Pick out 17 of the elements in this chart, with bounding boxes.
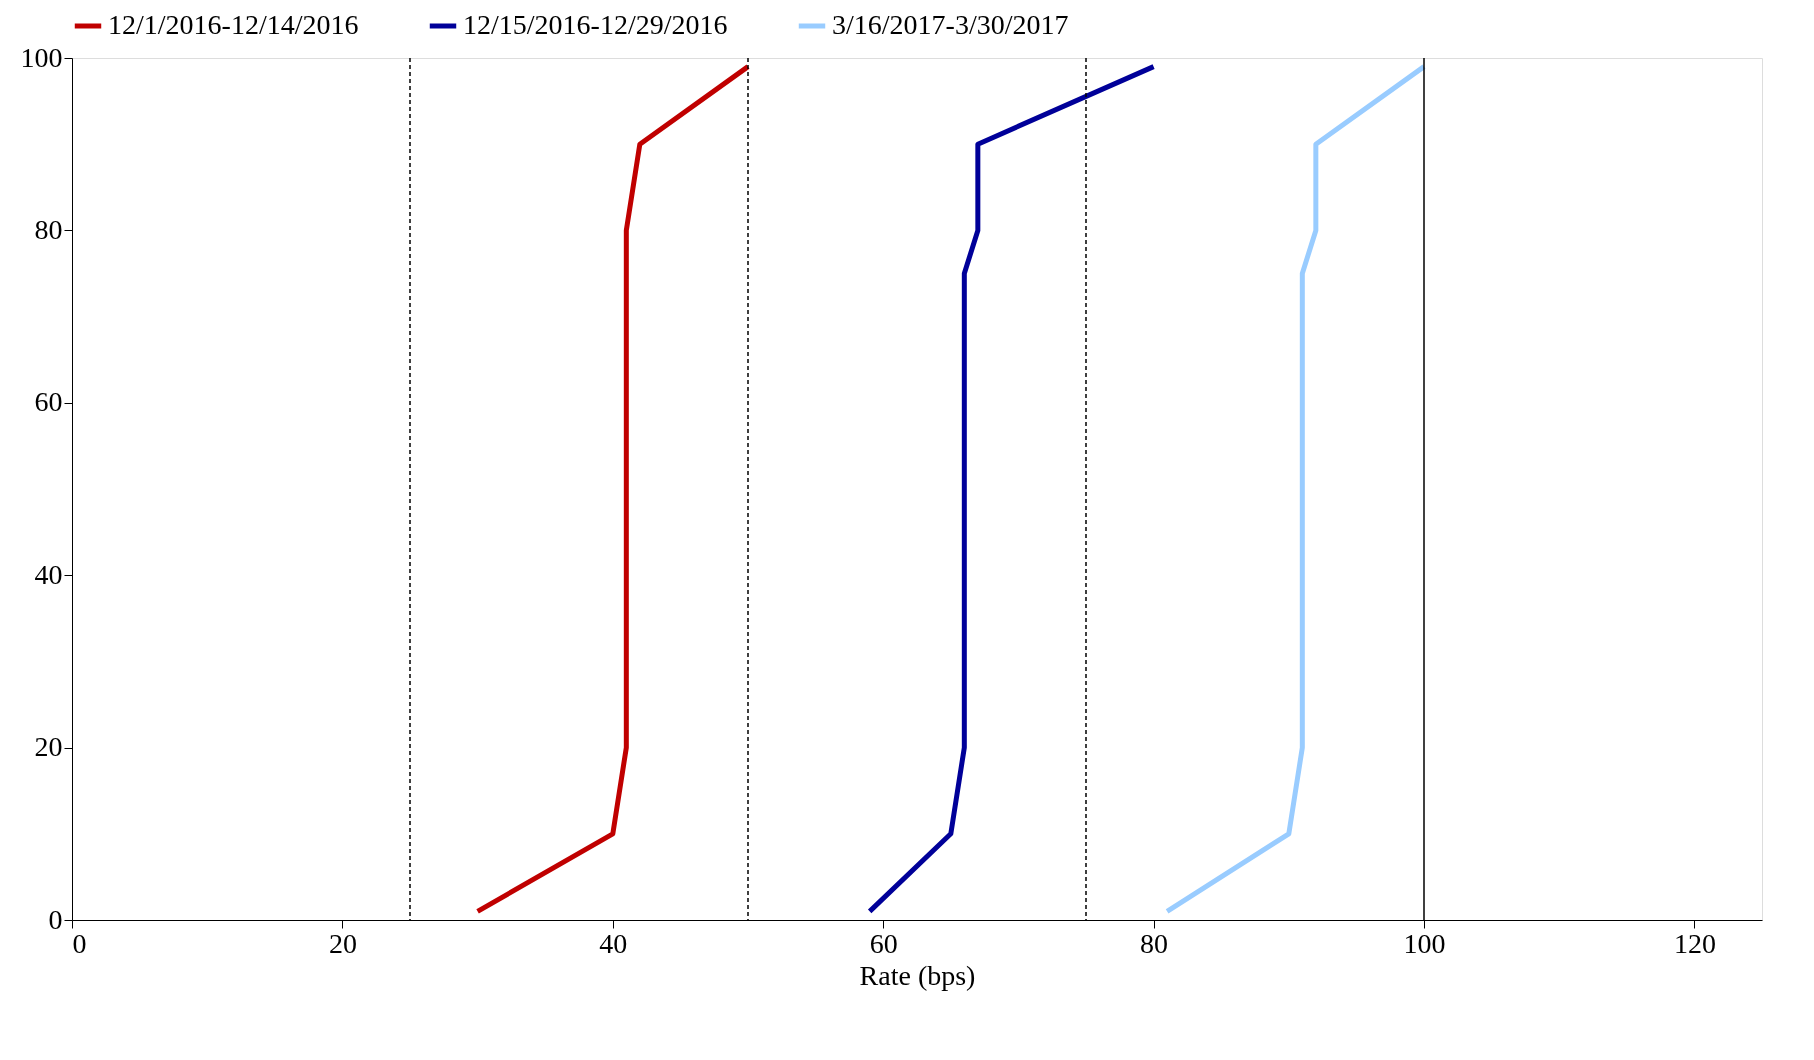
- y-tick-label: 0: [48, 903, 63, 935]
- x-tick-label: 0: [72, 927, 87, 959]
- x-tick-label: 40: [599, 927, 628, 959]
- y-tick-label: 60: [34, 386, 63, 418]
- x-tick-label: 60: [869, 927, 898, 959]
- x-axis-title: Rate (bps): [859, 959, 976, 991]
- legend-label: 3/16/2017-3/30/2017: [832, 9, 1069, 40]
- x-tick-label: 80: [1140, 927, 1169, 959]
- x-tick-label: 120: [1673, 927, 1716, 959]
- y-tick-label: 100: [20, 41, 63, 73]
- legend-label: 12/15/2016-12/29/2016: [463, 9, 728, 40]
- y-tick-label: 40: [34, 558, 63, 590]
- y-tick-label: 20: [34, 731, 63, 763]
- legend-label: 12/1/2016-12/14/2016: [108, 9, 359, 40]
- x-tick-label: 100: [1403, 927, 1446, 959]
- x-tick-label: 20: [328, 927, 357, 959]
- y-tick-label: 80: [34, 213, 63, 245]
